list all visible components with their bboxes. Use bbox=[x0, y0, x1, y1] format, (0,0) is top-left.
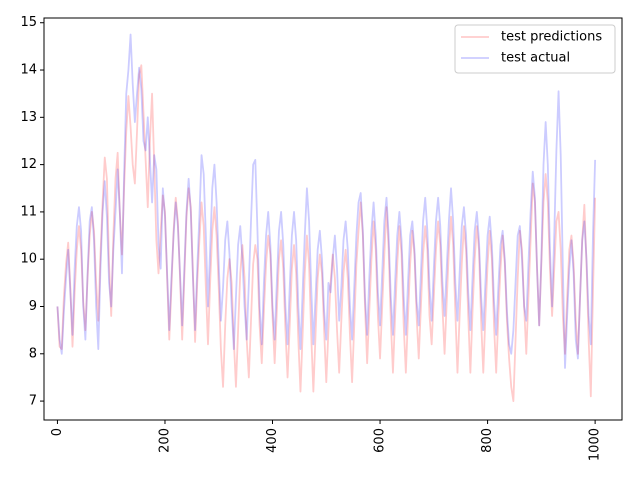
y-axis: 7 8 9 10 11 12 13 14 15 bbox=[20, 15, 44, 409]
y-tick-label: 12 bbox=[20, 157, 37, 172]
x-tick-label: 600 bbox=[373, 428, 388, 453]
legend: test predictions test actual bbox=[454, 24, 616, 74]
legend-label-1: test actual bbox=[501, 51, 570, 66]
legend-box bbox=[454, 24, 616, 74]
y-tick-label: 15 bbox=[20, 15, 37, 30]
x-axis: 0 200 400 600 800 1000 bbox=[50, 420, 603, 461]
series-line-1 bbox=[56, 33, 597, 369]
plot-area bbox=[44, 18, 622, 420]
y-tick-label: 14 bbox=[20, 63, 37, 78]
y-tick-label: 7 bbox=[29, 394, 37, 409]
legend-label-0: test predictions bbox=[501, 30, 602, 45]
x-tick-label: 0 bbox=[50, 428, 65, 436]
y-tick-label: 9 bbox=[29, 299, 37, 314]
y-tick-label: 13 bbox=[20, 110, 37, 125]
x-tick-label: 800 bbox=[480, 428, 495, 453]
y-tick-label: 10 bbox=[20, 252, 37, 267]
x-tick-label: 200 bbox=[157, 428, 172, 453]
series-line-0 bbox=[56, 64, 597, 402]
x-tick-label: 400 bbox=[265, 428, 280, 453]
plot-frame bbox=[43, 17, 623, 421]
series-layer bbox=[56, 33, 597, 402]
y-tick-label: 11 bbox=[20, 204, 37, 219]
y-tick-label: 8 bbox=[29, 346, 37, 361]
x-tick-label: 1000 bbox=[588, 428, 603, 461]
